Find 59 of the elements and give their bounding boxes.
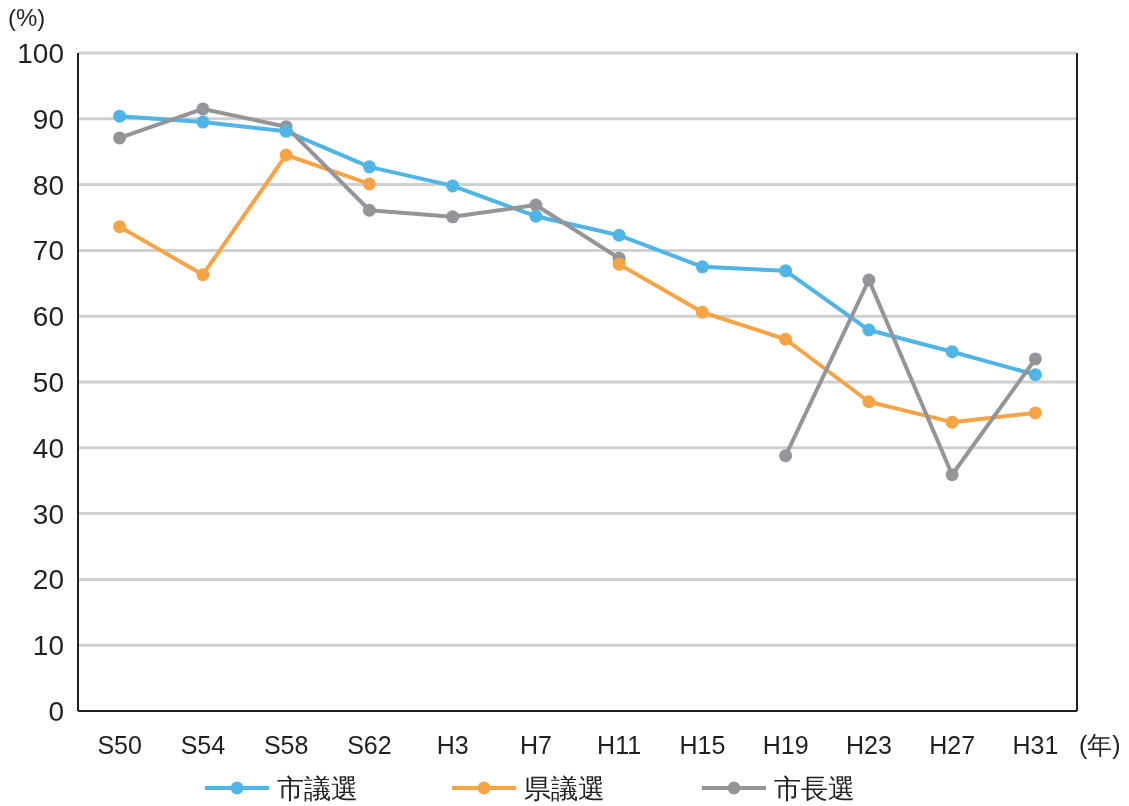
point [362, 177, 376, 191]
point [279, 124, 293, 138]
x-tick-label: H23 [845, 731, 892, 759]
y-tick-label: 90 [32, 103, 64, 135]
legend-label: 市長選 [774, 774, 855, 804]
point [945, 415, 959, 429]
point [1028, 368, 1042, 382]
point [945, 345, 959, 359]
y-tick-label: 20 [32, 564, 64, 596]
point [1028, 406, 1042, 420]
point [446, 210, 460, 224]
point [779, 264, 793, 278]
point [779, 332, 793, 346]
x-tick-label: H19 [762, 731, 809, 759]
y-tick-label: 40 [32, 432, 64, 464]
point [446, 179, 460, 193]
point [362, 160, 376, 174]
x-tick-label: H3 [436, 731, 469, 759]
point [529, 198, 543, 212]
point [779, 449, 793, 463]
point [529, 209, 543, 223]
x-tick-label: S62 [347, 731, 392, 759]
y-tick-label: 30 [32, 498, 64, 530]
x-axis-title: (年) [1079, 731, 1121, 759]
y-tick-label: 0 [48, 696, 64, 727]
point [862, 273, 876, 287]
legend-label: 市議選 [277, 774, 358, 804]
x-tick-label: H31 [1012, 731, 1059, 759]
y-tick-label: 60 [32, 301, 64, 333]
x-tick-label: S54 [180, 731, 226, 759]
point [196, 115, 210, 129]
point [945, 468, 959, 482]
point [612, 228, 626, 242]
y-tick-label: 50 [32, 367, 64, 398]
point [695, 260, 709, 274]
point [113, 220, 127, 234]
point [279, 148, 293, 162]
y-tick-label: 100 [17, 38, 64, 69]
point [362, 203, 376, 217]
point [196, 268, 210, 282]
x-tick-label: H11 [597, 731, 642, 759]
point [862, 395, 876, 409]
x-tick-label: H15 [679, 731, 726, 759]
x-tick-label: S50 [97, 731, 142, 759]
y-tick-label: 70 [32, 235, 64, 267]
point [695, 305, 709, 319]
point [113, 109, 127, 123]
legend-label: 県議選 [524, 774, 605, 804]
point [1028, 352, 1042, 366]
point [113, 131, 127, 145]
point [196, 102, 210, 116]
x-tick-label: H27 [929, 731, 976, 759]
y-tick-label: 10 [32, 630, 64, 662]
point [612, 257, 626, 271]
y-tick-label: 80 [32, 169, 64, 201]
y-axis-title: (%) [8, 4, 46, 31]
x-tick-label: S58 [263, 731, 309, 759]
x-tick-label: H7 [519, 731, 552, 759]
point [862, 323, 876, 337]
